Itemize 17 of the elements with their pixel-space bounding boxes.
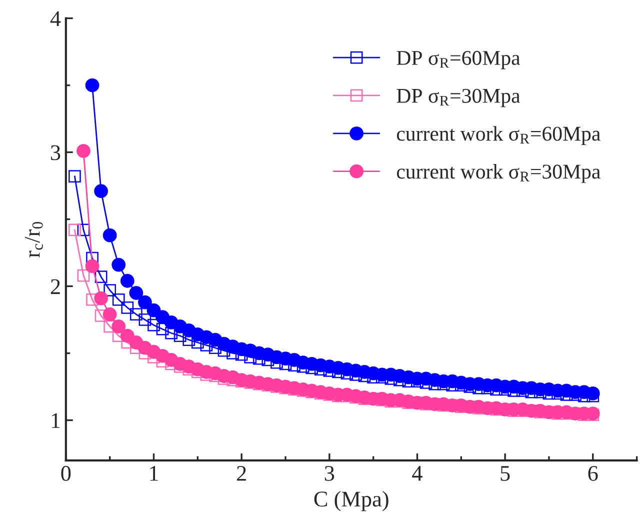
x-tick-label: 2 [236,466,246,481]
y-tick-label: 3 [51,145,60,160]
x-tick-label: 4 [412,466,422,481]
x-tick-label: 0 [61,466,71,481]
legend-label: DP σ$_{R}$=60Mpa [396,50,520,70]
y-tick-label: 2 [50,279,60,294]
y-tick-label: 4 [50,11,61,26]
legend-label: current work σ$_{R}$=30Mpa [396,164,600,183]
legend-label: current work σ$_{R}$=60Mpa [396,126,600,146]
x-tick-label: 5 [500,466,510,481]
y-axis-title: r$_{c}$/r$_{0}$ [24,222,43,258]
x-axis-title: C (Mpa) [314,490,388,512]
y-tick-label: 1 [52,413,60,428]
x-tick-label: 6 [588,466,598,481]
x-tick-label: 3 [324,466,334,481]
x-tick-label: 1 [150,466,158,481]
legend-label: DP σ$_{R}$=30Mpa [396,88,520,108]
